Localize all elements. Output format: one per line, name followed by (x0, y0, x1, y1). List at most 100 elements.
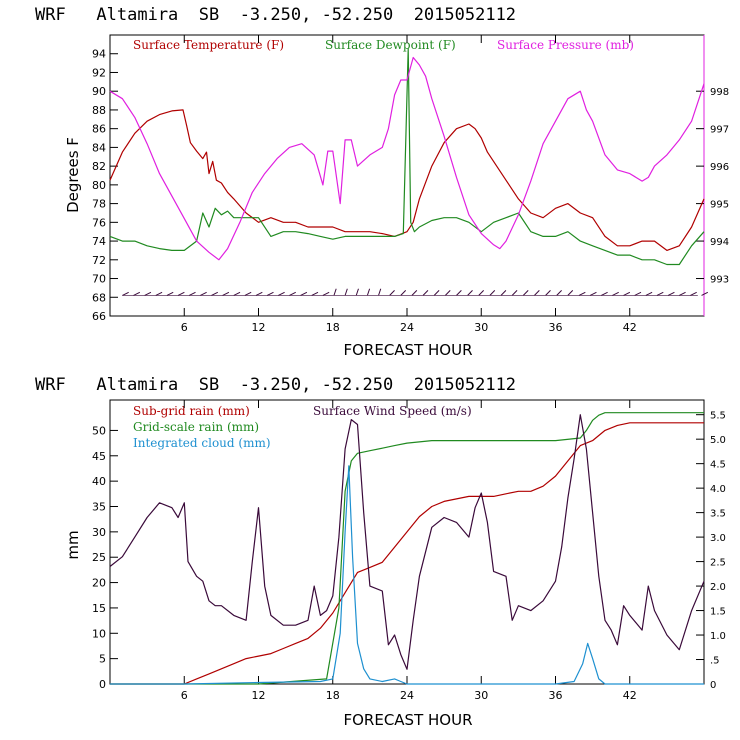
bottom-y-tick-label: 25 (92, 551, 106, 564)
wind-barb (222, 291, 230, 296)
bottom-y-tick-label: 5 (99, 653, 106, 666)
top-y2-tick-label: 995 (710, 200, 729, 211)
wind-barb (623, 291, 631, 296)
bottom-y-tick-label: 40 (92, 475, 106, 488)
top-series-line-1 (109, 48, 705, 266)
bottom-series-line-2 (110, 465, 704, 685)
wind-barb (188, 291, 196, 296)
top-y2-tick-label: 998 (710, 87, 729, 98)
top-y-tick-label: 66 (92, 310, 106, 323)
top-y-tick-label: 94 (92, 48, 106, 61)
bottom-y-tick-label: 45 (92, 450, 106, 463)
bottom-y-axis-label: mm (64, 530, 82, 559)
top-y2-tick-label: 994 (710, 237, 729, 248)
wind-barb (422, 290, 429, 296)
wind-barb (589, 291, 597, 296)
wind-barb (556, 290, 562, 296)
bottom-y-tick-label: 0 (99, 678, 106, 691)
wind-barb (522, 290, 529, 296)
wind-barb (411, 290, 418, 296)
top-x-tick-label: 30 (474, 321, 488, 334)
bottom-chart-layer: 6 12 18 24 30 36 42 0 5 10 15 20 25 30 35 40 45 50 0 .5 1.0 1… (92, 400, 726, 702)
bottom-y2-tick-label: 2.5 (710, 558, 726, 569)
wind-barb (433, 290, 440, 296)
top-y-tick-label: 70 (92, 273, 106, 286)
bottom-series-line-0 (110, 422, 704, 685)
wind-barb (255, 291, 263, 296)
top-y2-tick-label: 997 (710, 125, 729, 136)
top-y-tick-label: 74 (92, 235, 106, 248)
wind-barb (545, 290, 551, 296)
wind-barb (400, 290, 407, 296)
bottom-y2-tick-label: 3.0 (710, 533, 726, 544)
top-x-tick-label: 42 (623, 321, 637, 334)
wind-barb (266, 291, 274, 296)
top-y-tick-label: 76 (92, 216, 106, 229)
wind-barb (244, 291, 252, 296)
legend-integrated-cloud: Integrated cloud (mm) (133, 436, 271, 450)
bottom-y2-tick-label: 0 (710, 680, 716, 691)
wind-barb (322, 291, 330, 296)
bottom-y2-tick-label: 5.0 (710, 435, 726, 446)
bottom-chart-title: WRF Altamira SB -3.250, -52.250 20150521… (35, 375, 516, 395)
top-y2-tick-label: 996 (710, 162, 729, 173)
wind-barb (456, 290, 462, 296)
wind-barb (300, 291, 308, 296)
bottom-series-line-3 (109, 414, 705, 670)
top-y-tick-label: 68 (92, 291, 106, 304)
bottom-x-tick-label: 6 (181, 689, 188, 702)
top-x-tick-label: 12 (252, 321, 266, 334)
wind-barb (445, 290, 451, 296)
wind-barb (511, 290, 518, 296)
top-y-tick-label: 82 (92, 160, 106, 173)
bottom-y2-tick-label: 1.0 (710, 631, 726, 642)
wind-barb (389, 290, 395, 296)
top-x-tick-label: 36 (549, 321, 563, 334)
bottom-x-tick-label: 24 (400, 689, 414, 702)
wind-barb (200, 291, 207, 296)
bottom-y-tick-label: 30 (92, 526, 106, 539)
wind-barb (534, 290, 540, 296)
wind-barb (133, 291, 141, 296)
top-y-tick-label: 88 (92, 104, 106, 117)
top-chart-title: WRF Altamira SB -3.250, -52.250 20150521… (35, 5, 516, 25)
wind-barb (177, 291, 185, 296)
bottom-y2-tick-label: 4.0 (710, 484, 726, 495)
top-x-tick-label: 6 (181, 321, 188, 334)
top-y-tick-label: 92 (92, 66, 106, 79)
wind-barb (645, 291, 653, 296)
top-y-tick-label: 84 (92, 141, 106, 154)
top-y-tick-label: 86 (92, 123, 106, 136)
wind-barb (701, 291, 709, 296)
top-chart-layer: 6 12 18 24 30 36 42 66 68 70 72 74 76 78 80 82 84 86 88 90 9… (92, 35, 729, 334)
top-series-line-0 (109, 109, 705, 251)
bottom-y-tick-label: 35 (92, 501, 106, 514)
wind-barb (333, 288, 337, 296)
wind-barb (311, 291, 319, 296)
wind-barb (289, 291, 296, 296)
top-series-line-2 (109, 56, 705, 261)
legend-surface-pressure: Surface Pressure (mb) (497, 38, 634, 52)
bottom-y2-tick-label: 3.5 (710, 509, 726, 520)
bottom-y-tick-label: 15 (92, 602, 106, 615)
wind-barb (567, 290, 574, 296)
wind-barb (355, 288, 359, 296)
legend-surface-dewpoint: Surface Dewpoint (F) (325, 38, 456, 52)
bottom-y2-tick-label: 1.5 (710, 607, 726, 618)
bottom-y-tick-label: 20 (92, 577, 106, 590)
wind-barb (612, 291, 619, 296)
top-y-tick-label: 80 (92, 179, 106, 192)
wind-barb (366, 288, 371, 296)
wind-barb (656, 291, 664, 296)
top-x-tick-label: 18 (326, 321, 340, 334)
wind-barb (489, 290, 496, 296)
top-x-tick-label: 24 (400, 321, 414, 334)
wind-barb (578, 291, 586, 296)
bottom-x-tick-label: 42 (623, 689, 637, 702)
wind-barb (478, 290, 485, 296)
top-y-tick-label: 78 (92, 198, 106, 211)
wind-barb (344, 288, 348, 296)
bottom-x-tick-label: 18 (326, 689, 340, 702)
wind-barb (467, 290, 473, 296)
bottom-y2-tick-label: 4.5 (710, 460, 726, 471)
